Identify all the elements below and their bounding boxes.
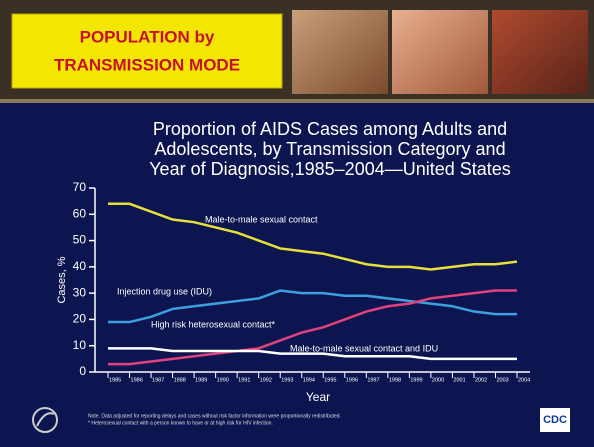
series-label: Male-to-male sexual contact and IDU: [290, 343, 438, 353]
banner-title-line1: POPULATION by: [80, 27, 215, 46]
cdc-logo: CDC: [543, 414, 567, 426]
x-tick-label: 1993: [281, 377, 293, 383]
y-tick-label: 70: [73, 180, 87, 194]
series-line: [108, 289, 517, 324]
x-tick-label: 1991: [238, 377, 250, 383]
series-label: Injection drug use (IDU): [117, 286, 212, 296]
series-line: [108, 202, 518, 271]
x-tick-label: 1998: [389, 377, 401, 383]
y-tick-label: 50: [73, 233, 87, 247]
x-tick-label: 2002: [475, 377, 487, 383]
series-label: Male-to-male sexual contact: [205, 214, 318, 224]
y-axis-label: Cases, %: [56, 256, 68, 303]
y-tick-label: 0: [79, 364, 86, 378]
x-tick-label: 2003: [496, 377, 508, 383]
x-tick-label: 2000: [432, 377, 444, 383]
footnote: Note. Data adjusted for reporting delays…: [88, 413, 341, 419]
x-tick-label: 1985: [109, 377, 121, 383]
x-tick-label: 1989: [195, 377, 207, 383]
photo: [492, 10, 588, 94]
banner-divider: [0, 99, 594, 103]
y-tick-label: 40: [73, 259, 87, 273]
series-line: [108, 289, 517, 366]
x-tick-label: 1988: [174, 377, 186, 383]
x-tick-label: 1992: [260, 377, 272, 383]
footnote: * Heterosexual contact with a person kno…: [88, 420, 273, 426]
cdc-logo-box: [540, 408, 570, 432]
photo: [392, 10, 488, 94]
y-tick-label: 10: [73, 338, 87, 352]
chart-title: Proportion of AIDS Cases among Adults an…: [149, 119, 511, 179]
hhs-logo: [32, 407, 58, 433]
x-tick-label: 1987: [152, 377, 164, 383]
photo: [292, 10, 388, 94]
x-tick-label: 1990: [217, 377, 229, 383]
x-tick-label: 2004: [518, 377, 530, 383]
x-axis-label: Year: [306, 390, 330, 404]
x-tick-label: 1986: [131, 377, 143, 383]
series-label: High risk heterosexual contact*: [151, 319, 276, 329]
banner-title-line2: TRANSMISSION MODE: [54, 55, 240, 74]
x-tick-label: 1994: [303, 377, 315, 383]
x-tick-label: 1995: [324, 377, 336, 383]
x-tick-label: 1996: [346, 377, 358, 383]
y-tick-label: 20: [73, 312, 87, 326]
x-tick-label: 1997: [367, 377, 379, 383]
x-tick-label: 1999: [410, 377, 422, 383]
title-box: [11, 13, 283, 89]
x-tick-label: 2001: [453, 377, 465, 383]
y-tick-label: 30: [73, 285, 87, 299]
series-line: [108, 347, 517, 361]
y-tick-label: 60: [73, 206, 87, 220]
